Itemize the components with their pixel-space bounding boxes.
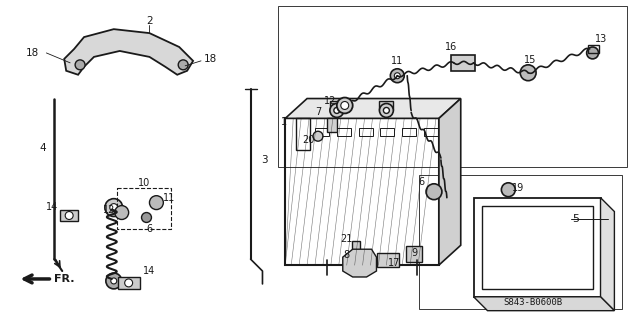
Circle shape (426, 184, 442, 200)
Circle shape (384, 108, 389, 113)
Bar (474, 198, 600, 297)
Text: 4: 4 (39, 143, 46, 153)
Text: 13: 13 (595, 34, 607, 44)
Bar (117, 188, 171, 229)
Circle shape (334, 108, 340, 113)
Text: 18: 18 (26, 48, 39, 58)
Text: 12: 12 (324, 96, 336, 106)
Text: 12: 12 (103, 204, 115, 215)
Bar (278, 6, 627, 167)
Bar (482, 206, 593, 289)
Circle shape (125, 279, 133, 287)
Circle shape (141, 212, 152, 222)
Circle shape (115, 206, 129, 220)
Bar (377, 253, 399, 267)
Text: 11: 11 (163, 193, 176, 203)
Circle shape (110, 204, 118, 212)
Text: 18: 18 (204, 54, 217, 64)
Polygon shape (474, 297, 614, 311)
Text: 14: 14 (143, 266, 155, 276)
Text: 16: 16 (444, 42, 457, 52)
Bar (352, 241, 359, 253)
Bar (402, 128, 416, 136)
Circle shape (106, 273, 122, 289)
Text: 14: 14 (46, 202, 58, 212)
Polygon shape (285, 99, 461, 118)
Text: 19: 19 (512, 183, 524, 193)
Circle shape (337, 98, 353, 113)
Text: 15: 15 (524, 55, 536, 65)
Polygon shape (600, 198, 614, 311)
Bar (337, 128, 351, 136)
Text: 8: 8 (344, 250, 350, 260)
Bar (315, 128, 329, 136)
Bar (118, 277, 139, 289)
Text: 7: 7 (315, 108, 321, 117)
Text: 5: 5 (573, 214, 579, 224)
Circle shape (586, 47, 598, 59)
Circle shape (75, 60, 85, 70)
Circle shape (394, 73, 400, 79)
Text: 6: 6 (418, 177, 424, 187)
Bar (60, 210, 78, 221)
Text: 2: 2 (146, 16, 153, 26)
Circle shape (341, 101, 349, 109)
Bar (327, 118, 337, 132)
Circle shape (150, 196, 164, 210)
Bar (330, 100, 344, 110)
Circle shape (501, 183, 515, 197)
Text: 1: 1 (281, 117, 287, 127)
Text: 6: 6 (146, 224, 153, 234)
Text: 10: 10 (138, 178, 151, 188)
Text: 21: 21 (340, 234, 353, 244)
Bar (380, 128, 394, 136)
Bar (380, 100, 393, 110)
Text: 11: 11 (391, 56, 403, 66)
Circle shape (391, 69, 404, 83)
Bar (359, 128, 373, 136)
Bar (419, 175, 623, 309)
Circle shape (380, 103, 393, 117)
Bar (285, 118, 439, 265)
Polygon shape (343, 249, 377, 277)
Circle shape (330, 103, 344, 117)
Circle shape (313, 131, 323, 141)
Circle shape (105, 199, 123, 217)
Text: 3: 3 (261, 155, 268, 165)
Text: FR.: FR. (55, 274, 75, 284)
Text: 9: 9 (411, 248, 417, 258)
Bar (406, 246, 422, 262)
Text: 20: 20 (302, 135, 314, 145)
Circle shape (521, 65, 536, 81)
Bar (451, 55, 475, 71)
Polygon shape (64, 29, 193, 75)
Text: S843-B0600B: S843-B0600B (503, 298, 562, 307)
Bar (296, 118, 310, 150)
Circle shape (178, 60, 188, 70)
Polygon shape (439, 99, 461, 265)
Text: 17: 17 (388, 258, 401, 268)
Circle shape (65, 212, 73, 220)
Bar (424, 128, 438, 136)
Bar (588, 45, 598, 53)
Circle shape (111, 278, 117, 284)
